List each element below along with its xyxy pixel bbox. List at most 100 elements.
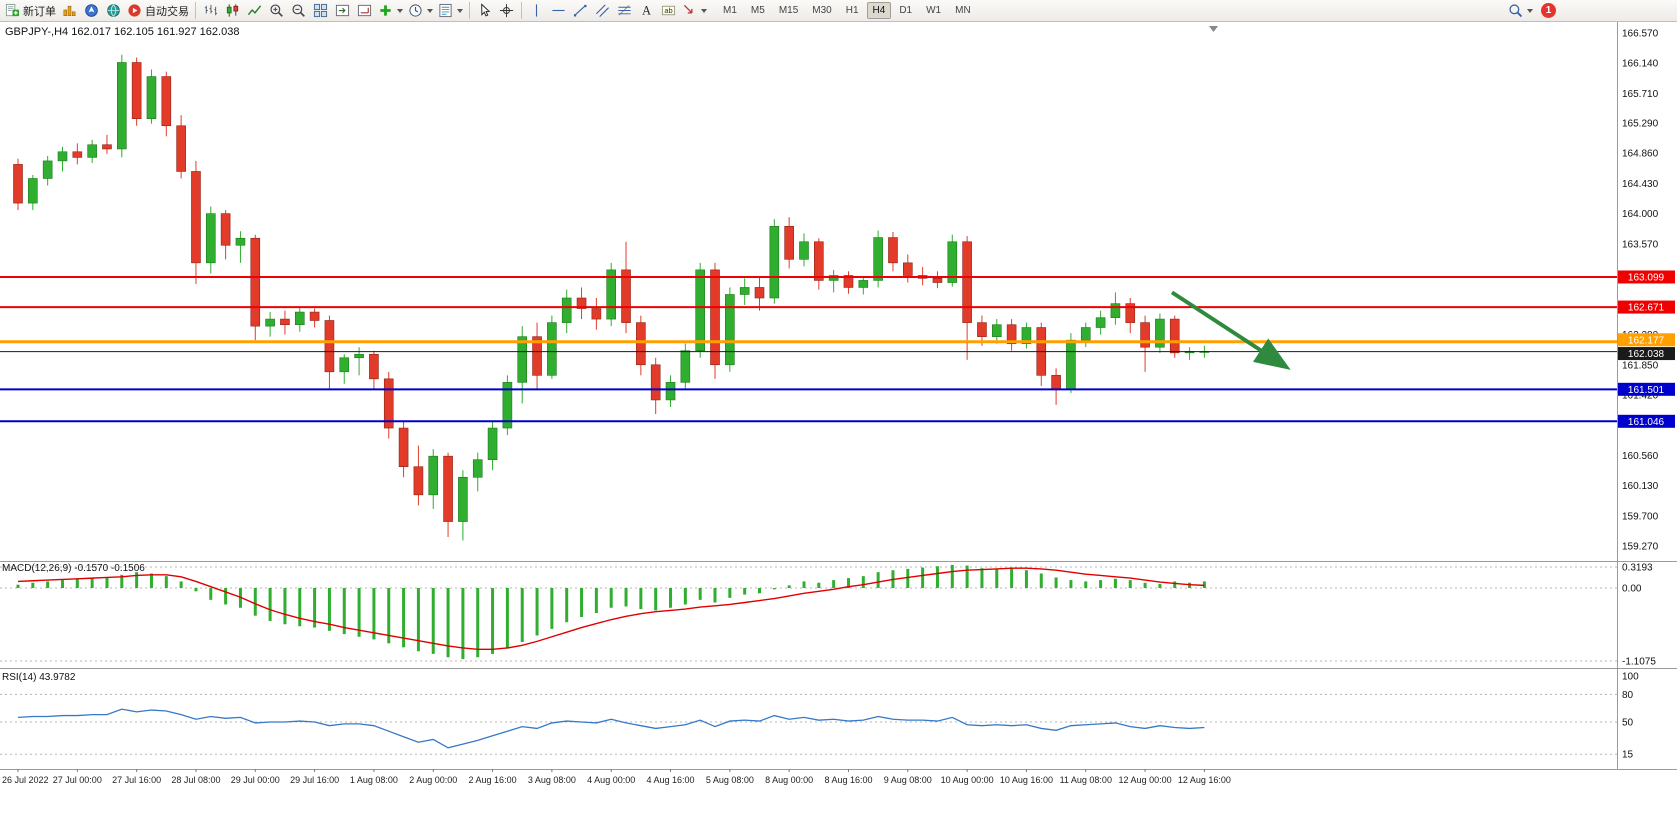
autotrading-button[interactable]: 自动交易 xyxy=(125,1,191,21)
new-order-button[interactable]: 新订单 xyxy=(3,1,58,21)
drawn-arrow-annotation xyxy=(1170,290,1291,370)
price-axis-tick: 161.420 xyxy=(1622,391,1659,402)
candle-body xyxy=(117,62,127,150)
candle-body xyxy=(398,427,409,468)
candle-body xyxy=(191,171,201,264)
candle-body xyxy=(991,324,1002,337)
candle-body xyxy=(413,466,424,496)
candle-body xyxy=(591,308,602,320)
zoom-in-button[interactable] xyxy=(266,1,287,21)
timeframe-button-w1[interactable]: W1 xyxy=(926,5,942,16)
price-axis-tick: 164.860 xyxy=(1622,149,1659,160)
time-axis-label: 27 Jul 16:00 xyxy=(112,775,161,785)
vertical-line-button[interactable] xyxy=(526,1,547,21)
indicators-button[interactable] xyxy=(376,1,405,21)
candle-body xyxy=(1080,327,1091,341)
candle-body xyxy=(532,336,542,376)
line-chart-button[interactable] xyxy=(244,1,265,21)
price-axis-tick: 164.000 xyxy=(1622,209,1659,220)
candle-body xyxy=(1110,303,1121,318)
price-level-badge-text: 161.501 xyxy=(1628,385,1665,396)
candle-body xyxy=(1140,322,1150,348)
toolbar-right-group: 1 xyxy=(1506,1,1556,21)
price-level-badge-text: 162.671 xyxy=(1628,303,1665,314)
time-axis-label: 4 Aug 00:00 xyxy=(587,775,635,785)
text-button[interactable]: A xyxy=(636,1,657,21)
candle-body xyxy=(235,237,246,246)
chart-area[interactable]: 166.570 166.140 165.710 165.290 164.860 164.4… xyxy=(0,22,1677,839)
time-axis-label: 26 Jul 2022 xyxy=(2,775,49,785)
candle-body xyxy=(294,311,305,326)
tile-windows-button[interactable] xyxy=(310,1,331,21)
time-axis-label: 8 Aug 00:00 xyxy=(765,775,813,785)
price-level-badge-text: 162.038 xyxy=(1628,349,1665,360)
templates-button[interactable] xyxy=(436,1,465,21)
price-level-badge xyxy=(1618,414,1675,428)
timeframe-button-m30[interactable]: M30 xyxy=(812,5,832,16)
timeframe-button-m5[interactable]: M5 xyxy=(750,5,765,16)
new-order-label: 新订单 xyxy=(23,5,56,18)
crosshair-button[interactable] xyxy=(496,1,517,21)
timeframe-button-h1[interactable]: H1 xyxy=(845,5,859,16)
price-axis-tick: 166.140 xyxy=(1622,59,1659,70)
candle-body xyxy=(458,476,468,522)
price-chart-canvas[interactable]: 166.570 166.140 165.710 165.290 164.860 164.4… xyxy=(0,22,1677,839)
time-axis-label: 5 Aug 08:00 xyxy=(706,775,754,785)
price-level-badge xyxy=(1618,347,1675,361)
auto-scroll-icon xyxy=(357,4,372,17)
terminal-button[interactable] xyxy=(103,1,124,21)
arrows-button[interactable] xyxy=(680,1,709,21)
text-label-button[interactable]: ab xyxy=(658,1,679,21)
candle-body xyxy=(1021,327,1032,344)
line-chart-icon xyxy=(247,5,262,16)
candle-body xyxy=(858,280,869,288)
time-axis-label: 2 Aug 00:00 xyxy=(409,775,457,785)
time-axis-label: 2 Aug 16:00 xyxy=(469,775,517,785)
cursor-button[interactable] xyxy=(474,1,495,21)
timeframe-button-mn[interactable]: MN xyxy=(955,5,971,16)
trendline-icon xyxy=(573,4,587,17)
fibonacci-button[interactable] xyxy=(614,1,635,21)
auto-scroll-button[interactable] xyxy=(354,1,375,21)
periods-button[interactable] xyxy=(406,1,435,21)
timeframe-button-d1[interactable]: D1 xyxy=(899,5,913,16)
navigator-button[interactable] xyxy=(81,1,102,21)
candlestick-chart-icon xyxy=(226,4,239,17)
price-axis-tick: 160.560 xyxy=(1622,451,1659,462)
chart-shift-button[interactable] xyxy=(332,1,353,21)
timeframe-group: M1 M5 M15 M30 H1 H4 D1 W1 MN xyxy=(716,2,978,19)
candle-body xyxy=(502,382,513,429)
candle-body xyxy=(873,237,883,281)
price-axis-tick: 159.700 xyxy=(1622,511,1659,522)
text-icon: A xyxy=(642,4,651,18)
time-axis-label: 10 Aug 16:00 xyxy=(1000,775,1053,785)
channel-icon xyxy=(596,4,609,17)
candle-body xyxy=(72,151,83,158)
timeframe-button-m1[interactable]: M1 xyxy=(723,5,737,16)
candle-body xyxy=(1155,318,1165,348)
candlestick-chart-button[interactable] xyxy=(222,1,243,21)
candle-body xyxy=(487,427,498,460)
candle-body xyxy=(250,237,261,327)
rsi-axis-tick: 15 xyxy=(1622,750,1634,761)
rsi-axis-tick: 80 xyxy=(1622,690,1634,701)
time-axis-label: 27 Jul 00:00 xyxy=(53,775,102,785)
notification-badge[interactable]: 1 xyxy=(1541,3,1556,18)
candle-body xyxy=(428,455,439,496)
timeframe-button-m15[interactable]: M15 xyxy=(778,5,799,16)
svg-text:A: A xyxy=(642,4,651,18)
candle-body xyxy=(383,378,394,429)
toolbar-separator xyxy=(195,2,196,19)
market-watch-button[interactable] xyxy=(59,1,80,21)
price-level-badge-text: 162.177 xyxy=(1628,335,1665,346)
trendline-button[interactable] xyxy=(570,1,591,21)
timeframe-button-h4[interactable]: H4 xyxy=(866,2,892,19)
price-axis-tick: 166.570 xyxy=(1622,28,1659,39)
bar-chart-button[interactable] xyxy=(200,1,221,21)
horizontal-line-button[interactable] xyxy=(548,1,569,21)
zoom-out-button[interactable] xyxy=(288,1,309,21)
channel-button[interactable] xyxy=(592,1,613,21)
search-button[interactable] xyxy=(1506,1,1535,21)
candle-body xyxy=(710,269,720,366)
candle-body xyxy=(769,225,780,299)
